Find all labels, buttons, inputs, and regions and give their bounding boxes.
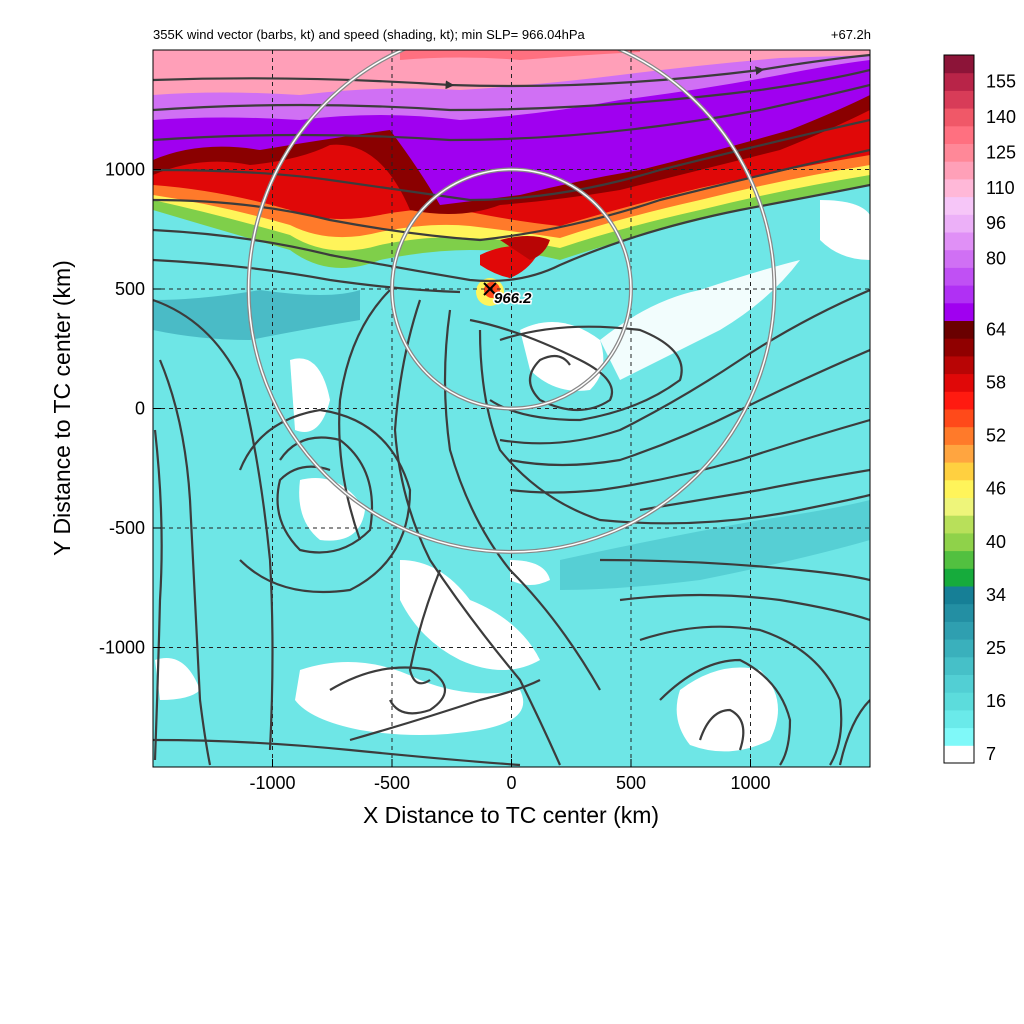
colorbar-label: 52 bbox=[986, 426, 1006, 446]
colorbar-swatch bbox=[944, 391, 974, 410]
y-axis-ticks: -1000 -500 0 500 1000 bbox=[99, 160, 161, 658]
colorbar-swatch bbox=[944, 515, 974, 534]
colorbar-label: 16 bbox=[986, 691, 1006, 711]
colorbar-swatch bbox=[944, 426, 974, 445]
y-axis-label: Y Distance to TC center (km) bbox=[49, 260, 75, 556]
x-tick-label: 0 bbox=[506, 773, 516, 793]
colorbar-swatch bbox=[944, 143, 974, 162]
colorbar-swatch bbox=[944, 72, 974, 91]
colorbar-swatch bbox=[944, 674, 974, 693]
colorbar-swatch bbox=[944, 214, 974, 233]
colorbar-swatch bbox=[944, 497, 974, 516]
range-ring bbox=[391, 168, 632, 410]
y-tick-label: 1000 bbox=[105, 160, 145, 180]
colorbar-swatch bbox=[944, 302, 974, 321]
colorbar-swatch bbox=[944, 550, 974, 569]
colorbar-frame bbox=[943, 54, 975, 764]
colorbar-swatch bbox=[944, 568, 974, 587]
x-tick-label: -500 bbox=[374, 773, 410, 793]
colorbar-swatch bbox=[944, 320, 974, 339]
streamlines bbox=[153, 53, 870, 767]
colorbar-swatch bbox=[944, 656, 974, 675]
tc-center-marker: 966.2 bbox=[483, 282, 534, 309]
colorbar-swatch bbox=[944, 125, 974, 144]
colorbar-label: 25 bbox=[986, 638, 1006, 658]
y-tick-label: -1000 bbox=[99, 638, 145, 658]
range-ring bbox=[247, 50, 776, 553]
colorbar-label: 80 bbox=[986, 249, 1006, 269]
colorbar bbox=[943, 54, 975, 764]
y-tick-label: -500 bbox=[109, 518, 145, 538]
center-pressure-label: 966.2 bbox=[494, 290, 532, 307]
colorbar-label: 40 bbox=[986, 532, 1006, 552]
colorbar-swatch bbox=[944, 409, 974, 428]
colorbar-swatch bbox=[944, 532, 974, 552]
colorbar-swatch bbox=[944, 285, 974, 304]
colorbar-labels: 155 140 125 110 96 80 64 58 52 46 40 34 25 16 7 bbox=[986, 72, 1016, 765]
colorbar-swatch bbox=[944, 479, 974, 498]
x-axis-label: X Distance to TC center (km) bbox=[363, 802, 659, 828]
x-tick-label: 500 bbox=[616, 773, 646, 793]
colorbar-label: 34 bbox=[986, 585, 1006, 605]
y-tick-label: 0 bbox=[135, 399, 145, 419]
colorbar-label: 155 bbox=[986, 72, 1016, 92]
colorbar-label: 110 bbox=[986, 178, 1015, 198]
colorbar-swatch bbox=[944, 692, 974, 711]
colorbar-label: 7 bbox=[986, 744, 996, 764]
colorbar-swatch bbox=[944, 90, 974, 109]
colorbar-swatch bbox=[944, 355, 974, 375]
colorbar-swatch bbox=[944, 586, 974, 605]
colorbar-swatch bbox=[944, 267, 974, 286]
colorbar-swatch bbox=[944, 55, 974, 74]
colorbar-swatch bbox=[944, 178, 974, 198]
center-x-mark bbox=[483, 282, 497, 296]
colorbar-swatch bbox=[944, 709, 974, 729]
colorbar-swatch bbox=[944, 196, 974, 215]
colorbar-swatch bbox=[944, 639, 974, 658]
colorbar-label: 46 bbox=[986, 479, 1006, 499]
forecast-time-label: +67.2h bbox=[830, 27, 871, 42]
colorbar-label: 125 bbox=[986, 142, 1016, 162]
range-rings bbox=[246, 50, 777, 554]
colorbar-swatch bbox=[944, 621, 974, 640]
colorbar-label: 96 bbox=[986, 213, 1006, 233]
colorbar-swatch bbox=[944, 373, 974, 392]
colorbar-label: 64 bbox=[986, 319, 1006, 339]
colorbar-swatch bbox=[944, 338, 974, 357]
colorbar-swatch bbox=[944, 232, 974, 251]
colorbar-label: 140 bbox=[986, 107, 1016, 127]
x-tick-label: -1000 bbox=[249, 773, 295, 793]
chart-title: 355K wind vector (barbs, kt) and speed (… bbox=[153, 27, 585, 42]
colorbar-swatch bbox=[944, 727, 974, 746]
y-tick-label: 500 bbox=[115, 279, 145, 299]
colorbar-swatch bbox=[944, 462, 974, 481]
x-tick-label: 1000 bbox=[730, 773, 770, 793]
colorbar-swatch bbox=[944, 249, 974, 268]
colorbar-swatch bbox=[944, 603, 974, 622]
colorbar-swatch bbox=[944, 108, 974, 127]
colorbar-swatch bbox=[944, 745, 974, 764]
colorbar-swatch bbox=[944, 161, 974, 180]
colorbar-label: 58 bbox=[986, 372, 1006, 392]
colorbar-swatch bbox=[944, 444, 974, 463]
x-axis-ticks: -1000 -500 0 500 1000 bbox=[249, 759, 771, 793]
